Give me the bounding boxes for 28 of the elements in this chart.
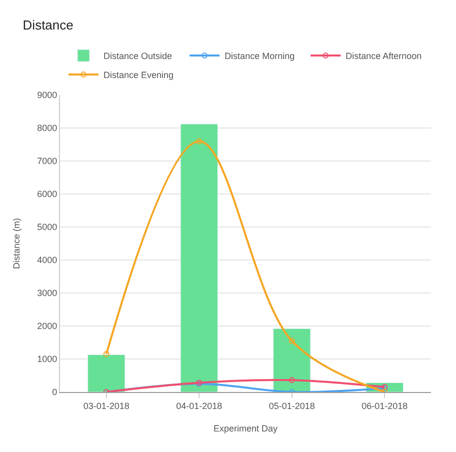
y-tick-label: 9000 bbox=[37, 90, 58, 100]
y-tick-label: 8000 bbox=[37, 123, 58, 134]
legend-label: Distance Morning bbox=[224, 51, 295, 62]
x-axis-title: Experiment Day bbox=[213, 424, 278, 434]
point bbox=[288, 377, 295, 384]
y-tick-label: 7000 bbox=[37, 156, 58, 166]
x-tick-label: 04-01-2018 bbox=[176, 400, 222, 411]
point bbox=[288, 338, 295, 344]
legend-label: Distance Afternoon bbox=[346, 51, 422, 62]
y-axis-title: Distance (m) bbox=[12, 218, 22, 270]
x-tick-label: 03-01-2018 bbox=[83, 400, 130, 411]
x-tick-label: 06-01-2018 bbox=[362, 400, 408, 411]
y-tick-label: 5000 bbox=[37, 222, 58, 232]
y-tick-label: 1000 bbox=[37, 354, 58, 364]
bar bbox=[273, 328, 311, 392]
y-tick-label: 4000 bbox=[37, 255, 58, 266]
legend-label: Distance Outside bbox=[104, 51, 172, 62]
bar bbox=[180, 124, 218, 392]
y-tick-label: 2000 bbox=[37, 321, 58, 332]
x-tick-label: 05-01-2018 bbox=[268, 400, 315, 411]
y-tick-label: 6000 bbox=[37, 189, 58, 200]
legend-label: Distance Evening bbox=[104, 70, 174, 80]
y-tick-label: 0 bbox=[52, 387, 58, 398]
point bbox=[103, 351, 110, 358]
y-tick-label: 3000 bbox=[37, 288, 58, 298]
chart-title: Distance bbox=[22, 17, 74, 32]
bar bbox=[88, 354, 126, 392]
point bbox=[196, 138, 202, 144]
